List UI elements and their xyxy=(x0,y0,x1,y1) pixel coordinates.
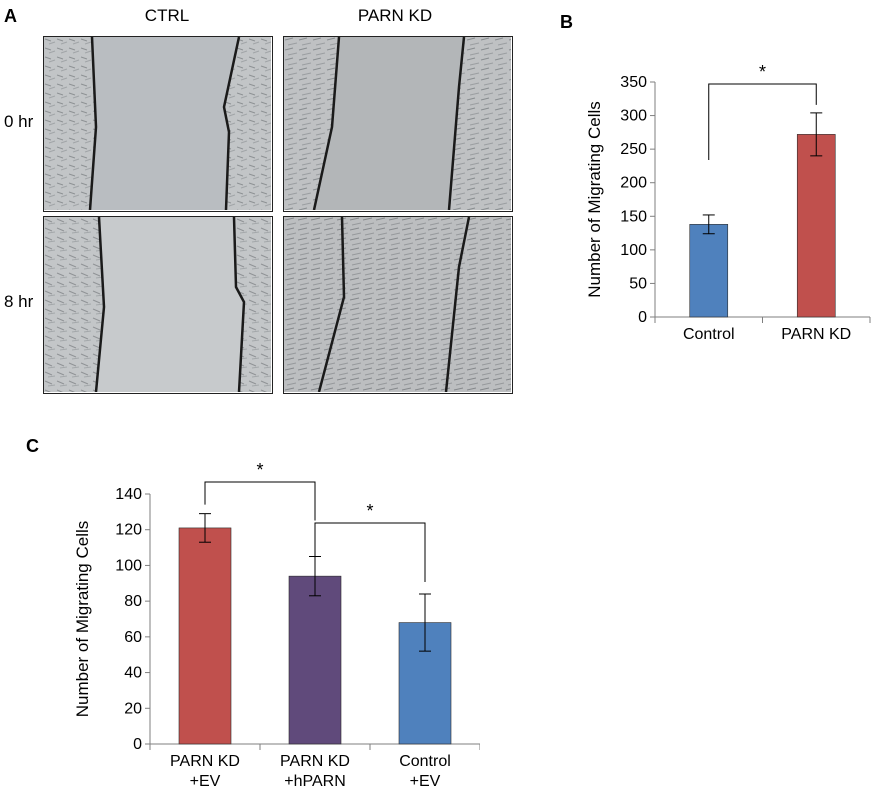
y-tick-label: 200 xyxy=(620,175,647,192)
row-label-8hr: 8 hr xyxy=(4,292,34,311)
y-tick-label: 100 xyxy=(620,242,647,259)
y-axis-label: Number of Migrating Cells xyxy=(585,101,604,298)
category-label-0: +EV xyxy=(190,773,221,790)
significance-bracket-1 xyxy=(314,522,426,582)
significance-star-1: * xyxy=(366,501,373,521)
chart-b: 0 50 100 150 200 250 300 350 Control PARN KD * Numb… xyxy=(585,62,871,343)
panel-b-label: B xyxy=(560,12,573,32)
micrograph-parnkd-8hr xyxy=(283,216,513,394)
column-label-ctrl: CTRL xyxy=(144,6,190,25)
category-label-0: Control xyxy=(683,326,735,343)
y-tick-label: 100 xyxy=(115,557,142,574)
significance-star-0: * xyxy=(256,460,263,480)
y-tick-label: 250 xyxy=(620,141,647,158)
micrograph-parnkd-0hr xyxy=(283,36,513,212)
category-label-2: +EV xyxy=(410,773,441,790)
micrograph-ctrl-0hr xyxy=(43,36,273,212)
y-tick-label: 300 xyxy=(620,108,647,125)
bar-0 xyxy=(689,224,729,318)
y-tick-label: 350 xyxy=(620,74,647,91)
row-label-0hr: 0 hr xyxy=(4,112,34,131)
y-tick-label: 150 xyxy=(620,208,647,225)
significance-bracket-0 xyxy=(708,83,817,160)
bar-0 xyxy=(178,527,232,745)
y-tick-label: 140 xyxy=(115,486,142,503)
panel-a-label: A xyxy=(4,6,17,26)
category-label-0: PARN KD xyxy=(170,753,240,770)
y-tick-label: 40 xyxy=(124,665,142,682)
chart-c: 0 20 40 60 80 100 120 140 PARN KD +EV PARN KD +hPAR… xyxy=(73,460,480,790)
column-label-parn-kd: PARN KD xyxy=(357,6,433,25)
y-tick-label: 20 xyxy=(124,700,142,717)
y-tick-label: 120 xyxy=(115,522,142,539)
significance-star-0: * xyxy=(759,62,766,82)
bar-1 xyxy=(288,575,342,745)
y-tick-label: 0 xyxy=(638,309,647,326)
significance-bracket-0 xyxy=(204,481,316,521)
y-tick-label: 0 xyxy=(133,736,142,753)
y-axis-label: Number of Migrating Cells xyxy=(73,521,92,718)
category-label-1: PARN KD xyxy=(781,326,851,343)
category-label-1: PARN KD xyxy=(280,753,350,770)
micrograph-ctrl-8hr xyxy=(43,216,273,394)
y-tick-label: 50 xyxy=(629,275,647,292)
panel-c-label: C xyxy=(26,436,39,456)
category-label-2: Control xyxy=(399,753,451,770)
category-label-1: +hPARN xyxy=(284,773,346,790)
y-tick-label: 80 xyxy=(124,593,142,610)
y-tick-label: 60 xyxy=(124,629,142,646)
bar-1 xyxy=(796,134,836,318)
